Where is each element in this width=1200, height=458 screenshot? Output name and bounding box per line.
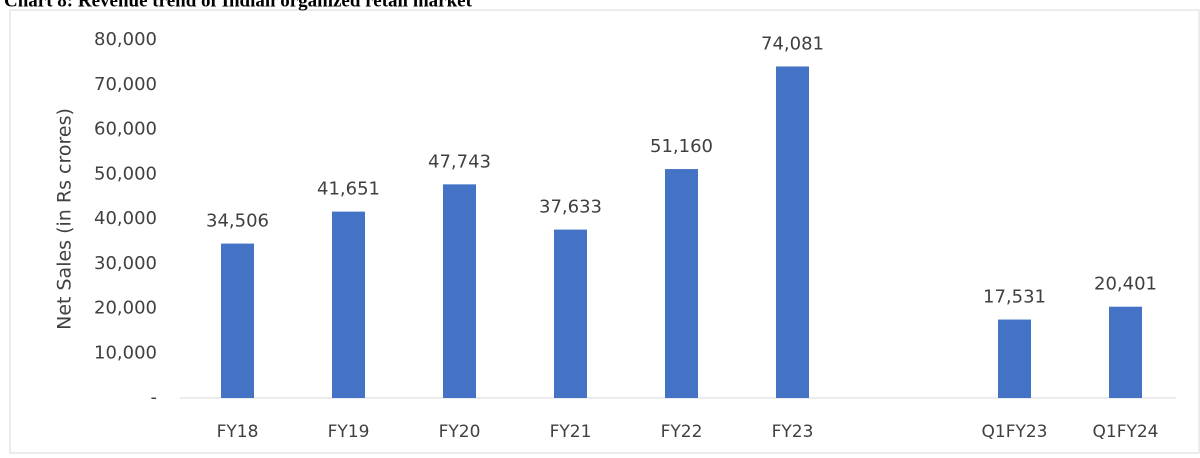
- y-tick-label: 10,000: [94, 342, 157, 363]
- y-tick-label: 20,000: [94, 298, 157, 319]
- bar: [332, 211, 365, 398]
- data-label: 17,531: [983, 287, 1046, 308]
- x-tick-label: FY21: [550, 422, 592, 442]
- data-label: 74,081: [761, 33, 824, 54]
- bar: [221, 243, 254, 398]
- chart-title: Chart 8: Revenue trend of Indian organiz…: [4, 0, 473, 11]
- y-axis-label: Net Sales (in Rs crores): [54, 108, 76, 330]
- y-tick-label: 50,000: [94, 163, 157, 184]
- bar: [998, 319, 1031, 398]
- x-tick-label: FY22: [661, 422, 703, 442]
- data-label: 34,506: [206, 211, 269, 232]
- y-tick-label: -: [151, 387, 158, 408]
- y-tick-label: 30,000: [94, 253, 157, 274]
- x-tick-label: FY20: [439, 422, 481, 442]
- x-tick-label: Q1FY23: [982, 422, 1048, 442]
- chart-border: [9, 9, 1200, 454]
- data-label: 47,743: [428, 151, 491, 172]
- x-tick-label: FY18: [217, 422, 259, 442]
- y-tick-label: 70,000: [94, 74, 157, 95]
- bar: [443, 184, 476, 398]
- data-label: 20,401: [1094, 274, 1157, 295]
- x-tick-label: Q1FY24: [1093, 422, 1159, 442]
- y-tick-label: 40,000: [94, 208, 157, 229]
- x-tick-label: FY19: [328, 422, 370, 442]
- x-tick-label: FY23: [772, 422, 814, 442]
- bar: [665, 169, 698, 398]
- bar: [554, 229, 587, 398]
- bar: [1109, 306, 1142, 398]
- title-bg: [0, 0, 520, 8]
- y-tick-label: 80,000: [94, 29, 157, 50]
- data-label: 51,160: [650, 136, 713, 157]
- y-tick-label: 60,000: [94, 119, 157, 140]
- data-label: 37,633: [539, 197, 602, 218]
- data-label: 41,651: [317, 179, 380, 200]
- bar: [776, 66, 809, 399]
